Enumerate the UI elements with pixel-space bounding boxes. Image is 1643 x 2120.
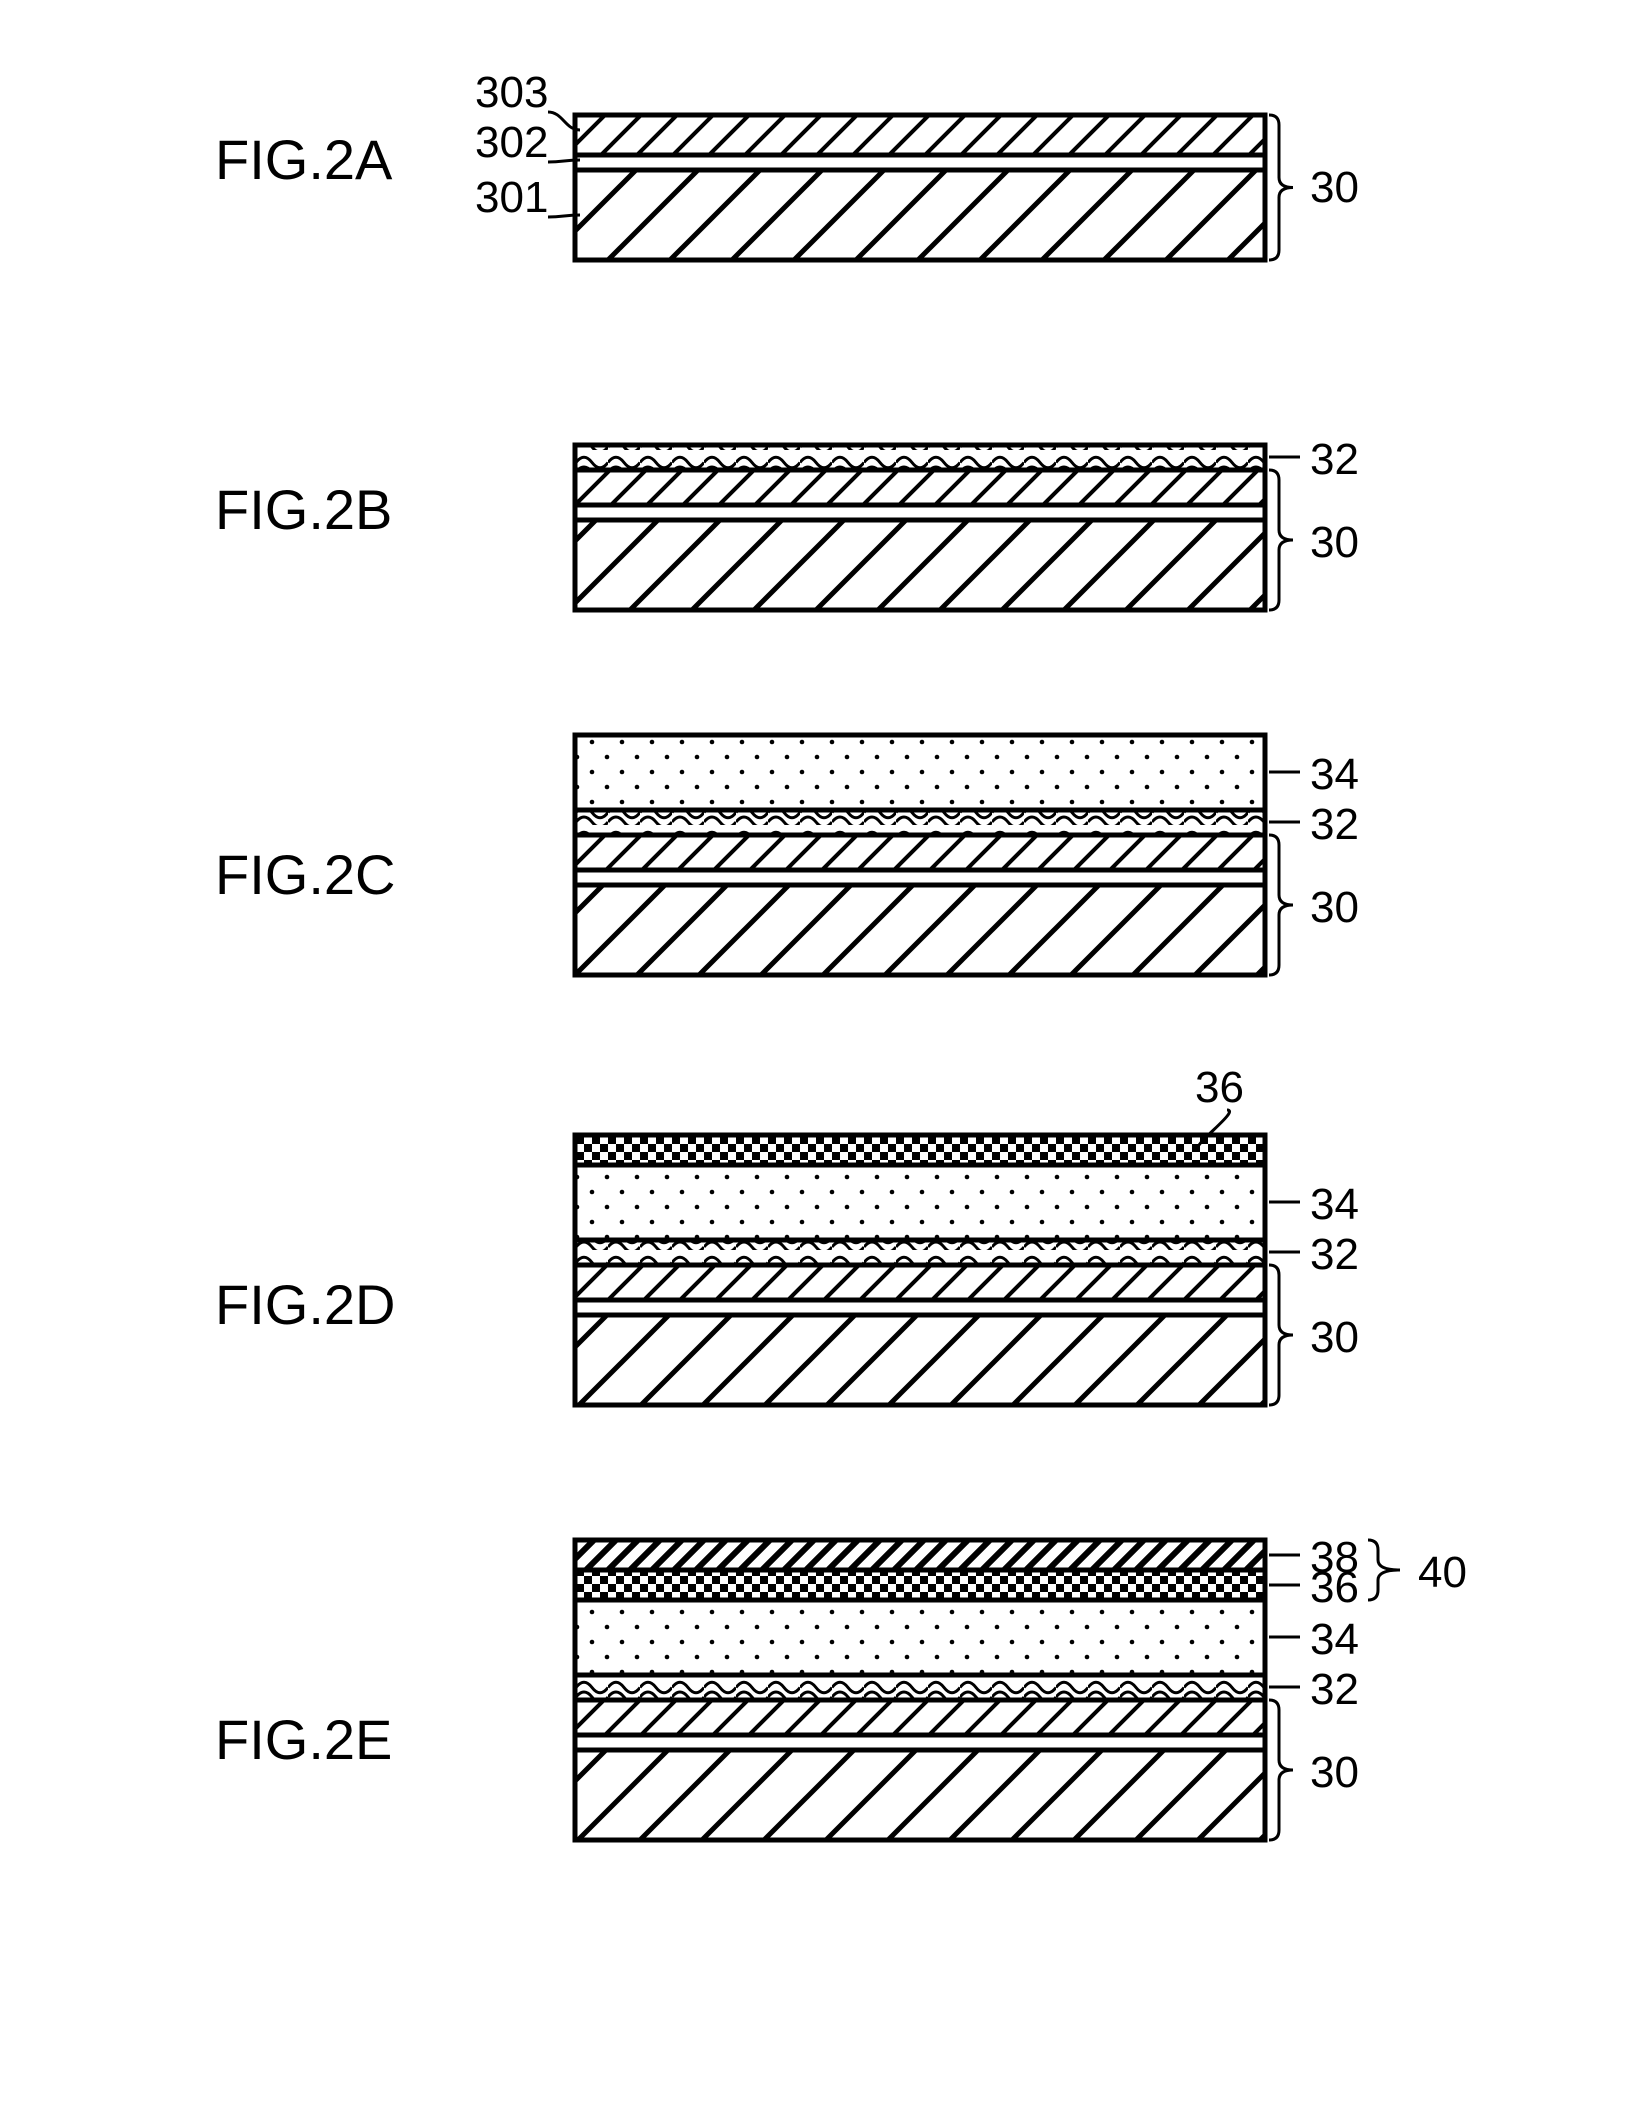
page-root: FIG.2A FIG.2B FIG.2C FIG.2D FIG.2E 303 3…	[0, 0, 1643, 2120]
diagram-svg	[0, 0, 1643, 2120]
